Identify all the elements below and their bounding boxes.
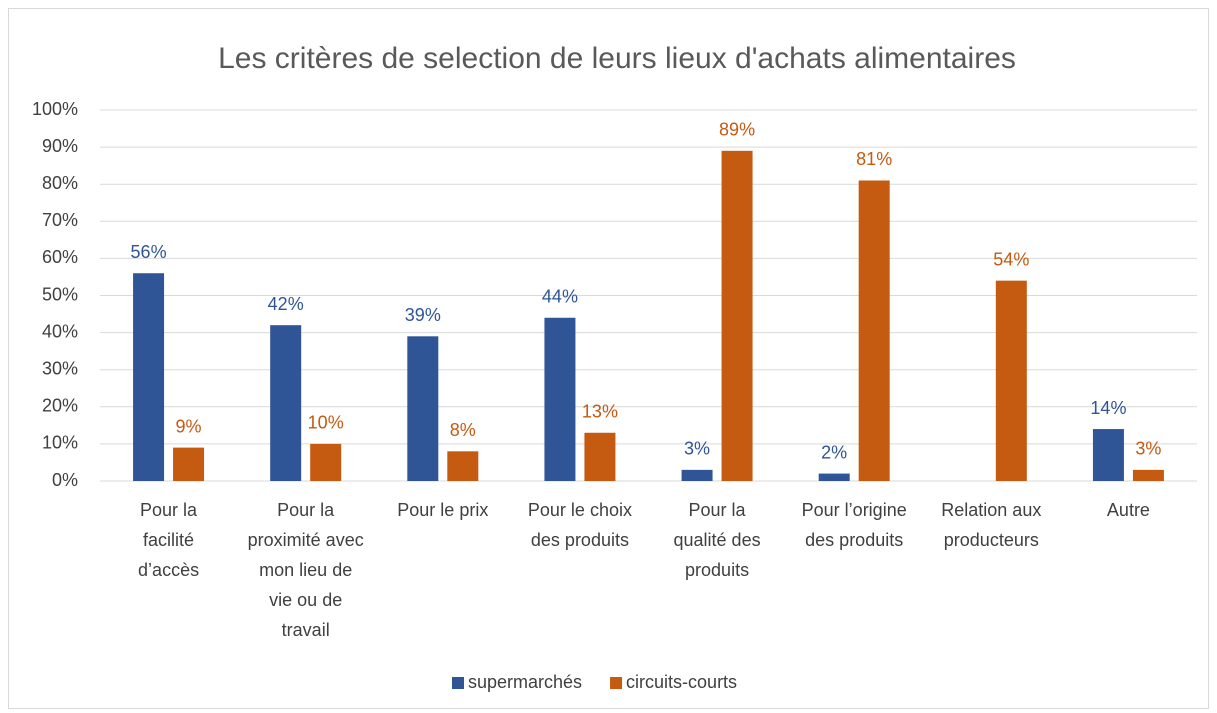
legend-label: circuits-courts [626,672,737,692]
data-label: 8% [450,420,476,440]
y-tick-label: 70% [42,210,78,230]
data-label: 3% [1135,439,1161,459]
bar [133,273,165,481]
y-tick-label: 50% [42,284,78,304]
y-tick-label: 60% [42,247,78,267]
y-tick-label: 80% [42,173,78,193]
data-label: 13% [582,402,618,422]
data-label: 81% [856,149,892,169]
x-tick-label: Pour le choix des produits [528,500,632,550]
data-label: 9% [176,416,202,436]
bar [407,336,439,481]
bar [995,280,1027,481]
data-label: 10% [308,413,344,433]
bar [818,473,850,481]
legend-swatch [610,677,623,689]
data-label: 2% [821,442,847,462]
y-tick-label: 40% [42,321,78,341]
x-tick-label: Pour la facilité d’accès [138,500,199,580]
data-label: 42% [268,294,304,314]
data-label: 3% [684,439,710,459]
bar [447,451,479,481]
y-tick-label: 100% [32,99,78,119]
x-tick-label: Relation aux producteurs [941,500,1041,550]
bar [173,447,205,481]
bar [1092,429,1124,481]
chart-border [8,8,1209,709]
legend-label: supermarchés [468,672,582,692]
data-label: 44% [542,287,578,307]
bar [584,432,616,481]
data-label: 89% [719,120,755,140]
bar [544,317,576,481]
data-label: 39% [405,305,441,325]
x-tick-label: Pour la qualité des produits [674,500,761,580]
data-label: 14% [1090,398,1126,418]
y-tick-label: 30% [42,358,78,378]
bar [310,443,342,481]
bar [681,469,713,481]
x-tick-label: Pour le prix [397,500,488,520]
data-label: 56% [131,242,167,262]
legend-swatch [452,677,464,689]
x-tick-label: Pour l’origine des produits [802,500,907,550]
bar [270,325,302,481]
y-tick-label: 0% [52,470,78,490]
x-tick-label: Pour la proximité avec mon lieu de vie ou d… [248,500,364,640]
chart-title: Les critères de selection de leurs lieux… [218,42,1016,75]
bar [721,150,753,481]
y-tick-label: 90% [42,136,78,156]
bar [858,180,890,482]
y-tick-label: 20% [42,396,78,416]
data-label: 54% [993,249,1029,269]
y-tick-label: 10% [42,433,78,453]
x-tick-label: Autre [1107,500,1150,520]
bar [1132,469,1164,481]
